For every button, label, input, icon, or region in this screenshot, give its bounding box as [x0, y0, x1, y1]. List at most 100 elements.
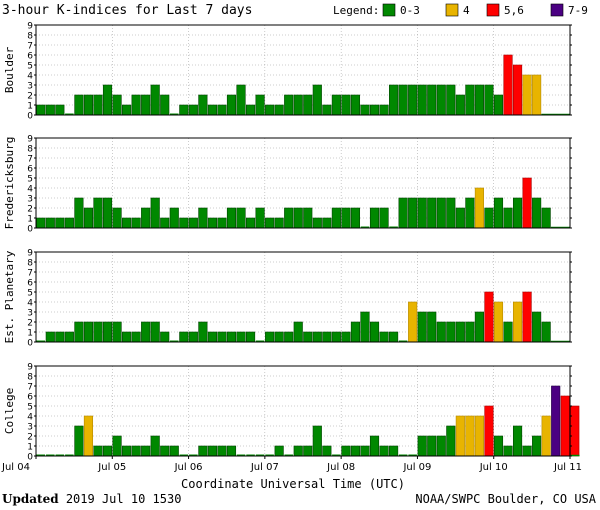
panel-label: College: [3, 388, 16, 434]
kp-bar: [417, 311, 427, 343]
kp-bar: [245, 331, 256, 343]
kp-bar: [141, 321, 151, 343]
kp-bar: [102, 197, 113, 229]
y-tick-label: 3: [27, 82, 33, 92]
kp-bar: [226, 94, 237, 116]
kp-bar: [55, 454, 65, 456]
kp-bar: [274, 217, 284, 229]
kp-bar: [255, 207, 265, 229]
kp-bar: [417, 197, 427, 229]
kp-bar: [65, 113, 74, 115]
kp-bar: [293, 445, 303, 457]
kp-bar: [484, 291, 494, 343]
kp-bar: [274, 445, 284, 457]
kp-bar: [45, 331, 55, 343]
kp-bar: [427, 197, 437, 229]
kp-bar: [265, 104, 275, 116]
kp-bar: [455, 415, 465, 457]
kp-bar: [465, 415, 475, 457]
kp-bar: [284, 207, 294, 229]
kp-bar: [55, 217, 65, 229]
x-axis-title: Coordinate Universal Time (UTC): [181, 477, 405, 490]
kp-bar: [350, 207, 361, 229]
kp-bar: [532, 435, 542, 457]
kp-bar: [398, 340, 408, 342]
kp-bar: [427, 84, 437, 116]
kp-bar: [160, 445, 170, 457]
kp-bar: [398, 197, 408, 229]
x-tick-label: Jul 04: [1, 462, 30, 473]
x-tick-label: Jul 07: [250, 462, 279, 473]
y-tick-label: 5: [27, 403, 33, 413]
kp-bar: [265, 331, 275, 343]
kp-bar: [83, 415, 94, 457]
y-tick-label: 2: [27, 92, 33, 102]
kp-bar: [188, 331, 198, 343]
kp-bar: [198, 445, 208, 457]
kp-bar: [512, 301, 523, 343]
y-tick-label: 1: [27, 329, 33, 339]
kp-bar: [465, 197, 475, 229]
y-tick-label: 4: [27, 185, 33, 195]
kp-bar: [217, 445, 227, 457]
legend-swatch-1: [382, 3, 396, 17]
y-tick-label: 5: [27, 175, 33, 185]
kp-bar: [112, 94, 122, 116]
kp-bar: [532, 311, 542, 343]
kp-bar: [503, 445, 513, 457]
kp-bar: [150, 197, 160, 229]
y-tick-label: 9: [27, 249, 33, 259]
kp-bar: [170, 340, 179, 342]
kp-bar: [112, 435, 122, 457]
y-tick-label: 3: [27, 195, 33, 205]
kp-bar: [560, 395, 570, 457]
kp-bar: [446, 197, 456, 229]
kp-bar: [236, 207, 246, 229]
kp-bar: [493, 301, 504, 343]
kp-bar: [198, 321, 208, 343]
panel-label: Fredericksburg: [3, 137, 16, 230]
kp-bar: [474, 187, 484, 229]
y-tick-label: 7: [27, 269, 33, 279]
kp-bar: [379, 331, 389, 343]
kp-bar: [369, 207, 380, 229]
y-tick-label: 9: [27, 135, 33, 145]
kp-bar: [284, 331, 294, 343]
kp-bar: [112, 321, 122, 343]
kp-bar: [332, 454, 341, 456]
kp-bar: [493, 94, 504, 116]
kp-bar: [74, 94, 84, 116]
kp-bar: [160, 217, 170, 229]
panel-frame: [35, 251, 571, 343]
kp-bar: [131, 94, 141, 116]
kp-bar: [64, 217, 74, 229]
kp-bar: [455, 207, 465, 229]
kp-bar: [493, 197, 504, 229]
kp-bar: [369, 104, 380, 116]
kp-bar: [474, 415, 484, 457]
kp-bar: [398, 84, 408, 116]
y-tick-label: 8: [27, 145, 33, 155]
kp-bar: [322, 104, 332, 116]
kp-bar: [45, 217, 55, 229]
kp-bar: [45, 104, 55, 116]
kp-bar: [245, 104, 256, 116]
kp-bar: [465, 84, 475, 116]
kp-bar: [322, 445, 332, 457]
kp-bar: [274, 331, 284, 343]
kp-bar: [312, 331, 322, 343]
kp-bar: [446, 425, 456, 457]
kp-bar: [512, 425, 523, 457]
kp-bar: [169, 207, 179, 229]
kp-bar: [360, 226, 370, 228]
kp-bar: [427, 435, 437, 457]
y-tick-label: 0: [27, 339, 33, 349]
kp-bar: [331, 94, 341, 116]
kp-bar: [102, 321, 113, 343]
kp-bar: [369, 321, 380, 343]
kp-bar: [312, 84, 322, 116]
kp-bar: [522, 445, 532, 457]
legend-swatch-3: [486, 3, 500, 17]
kp-bar: [102, 445, 113, 457]
y-tick-label: 1: [27, 102, 33, 112]
